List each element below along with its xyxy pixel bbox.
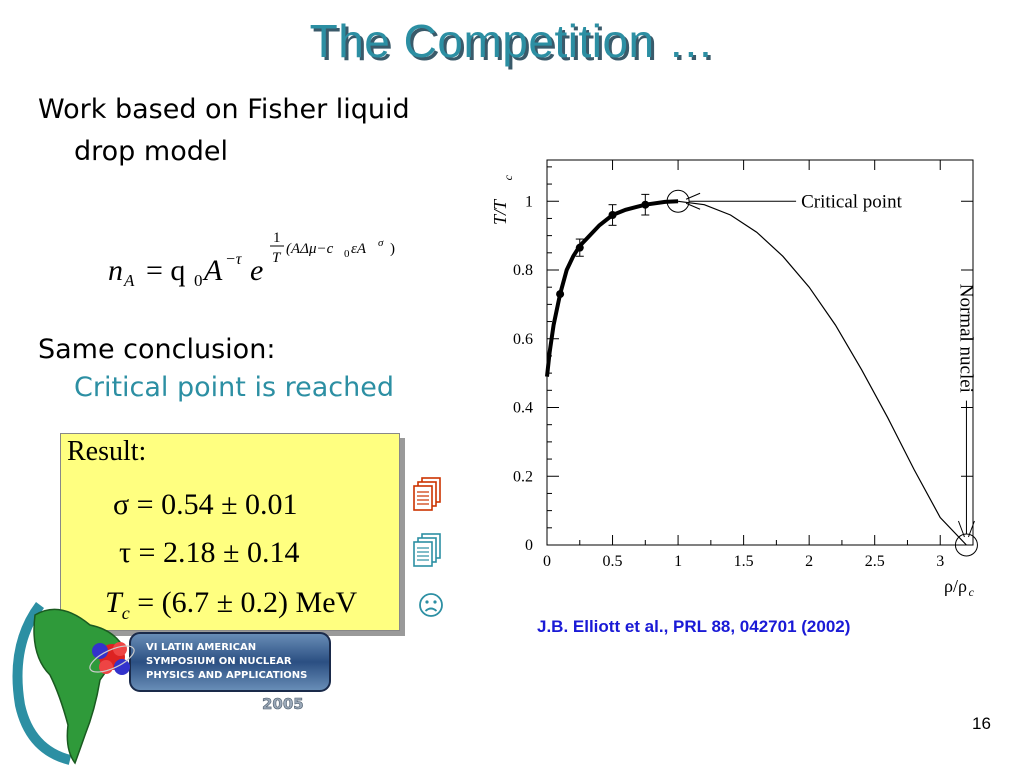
normal-nuclei-label: Normal nuclei (955, 284, 976, 393)
result-tc-sub: c (121, 603, 130, 623)
y-axis-label: T/T (490, 198, 510, 225)
eq-exponent-sub: 0 (344, 248, 350, 260)
data-point (641, 200, 650, 209)
page-number: 16 (972, 714, 991, 733)
y-tick-label: 0.6 (513, 331, 533, 348)
y-axis-label-sub: c (501, 174, 515, 180)
nucleus-icon (89, 642, 135, 675)
x-tick-label: 0 (543, 553, 551, 570)
eq-frac-num: 1 (273, 230, 281, 246)
logo-year: 2005 (262, 695, 304, 713)
logo-line3: PHYSICS AND APPLICATIONS (146, 670, 307, 681)
phase-diagram-chart: 0 0.5 1 1.5 2 2.5 300.20.40.60.81ρ/ρ cT/TcCriti… (490, 159, 978, 599)
bullet-conclusion-line1: Same conclusion: (38, 334, 276, 365)
x-tick-label: 2 (805, 553, 813, 570)
x-tick-label: 0.5 (603, 553, 623, 570)
fisher-equation: n A = q 0 A −τ e 1 T (AΔμ−c 0 εA σ ) (108, 230, 395, 290)
coexistence-curve-right (678, 200, 967, 546)
x-axis-label: ρ/ρ (944, 576, 967, 596)
result-tau: τ = 2.18 ± 0.14 (119, 536, 300, 569)
result-tc-rest: = (6.7 ± 0.2) MeV (129, 586, 358, 619)
critical-point-marker (666, 189, 690, 213)
logo-banner (129, 632, 331, 692)
bullet-conclusion-line2: Critical point is reached (74, 372, 394, 403)
result-tc: Tc = (6.7 ± 0.2) MeV (105, 586, 357, 624)
sad-face-icon (419, 593, 443, 617)
result-sigma: σ = 0.54 ± 0.01 (113, 488, 298, 521)
y-tick-label: 1 (525, 193, 533, 210)
logo-arc (12, 602, 72, 765)
eq-rhs-prefix: = q (146, 254, 185, 287)
plot-frame (546, 159, 974, 546)
y-tick-label: 0 (525, 537, 533, 554)
x-tick-label: 1.5 (734, 553, 754, 570)
x-tick-label: 3 (936, 553, 944, 570)
bullet-fisher-line2: drop model (74, 136, 228, 167)
eq-exponent-close: ) (390, 241, 395, 257)
critical-point-arrow (685, 192, 701, 200)
eq-lhs: n (108, 254, 123, 287)
document-stack-icon (413, 533, 441, 567)
continent-icon (33, 608, 126, 765)
slide-title: The Competition … (309, 15, 715, 67)
logo-line2: SYMPOSIUM ON NUCLEAR (146, 656, 292, 667)
data-point (608, 211, 617, 219)
data-point (556, 290, 565, 299)
critical-point-arrow (685, 202, 701, 210)
logo-line1: VI LATIN AMERICAN (146, 642, 256, 653)
normal-nuclei-arrow (957, 520, 965, 538)
data-point (575, 243, 584, 252)
eq-e: e (250, 254, 263, 287)
eq-rhs-sub: 0 (194, 271, 203, 290)
citation: J.B. Elliott et al., PRL 88, 042701 (200… (537, 617, 851, 636)
symposium-logo: VI LATIN AMERICAN SYMPOSIUM ON NUCLEAR P… (12, 602, 331, 765)
bullet-fisher-line1: Work based on Fisher liquid (38, 94, 410, 125)
x-tick-label: 1 (674, 553, 682, 570)
normal-nuclei-arrow (967, 520, 975, 538)
coexistence-curve-left (545, 199, 679, 377)
y-tick-label: 0.8 (513, 262, 533, 279)
eq-exponent-body: (AΔμ−c (286, 241, 334, 257)
eq-exponent-sigma: σ (378, 237, 384, 249)
eq-exponent-tail: εA (351, 241, 367, 257)
eq-lhs-sub: A (123, 271, 135, 290)
x-axis-label-sub: c (969, 585, 975, 599)
document-stack-icon (413, 477, 441, 511)
result-box: Result: σ = 0.54 ± 0.01 τ = 2.18 ± 0.14 … (60, 433, 400, 631)
eq-frac-den: T (272, 250, 282, 266)
eq-exp1: −τ (225, 251, 243, 268)
critical-point-label: Critical point (801, 191, 903, 212)
result-tc-T: T (105, 586, 122, 619)
x-tick-label: 2.5 (865, 553, 885, 570)
result-title: Result: (67, 436, 147, 467)
y-tick-label: 0.4 (513, 400, 533, 417)
eq-base: A (202, 254, 223, 287)
y-tick-label: 0.2 (513, 468, 533, 485)
